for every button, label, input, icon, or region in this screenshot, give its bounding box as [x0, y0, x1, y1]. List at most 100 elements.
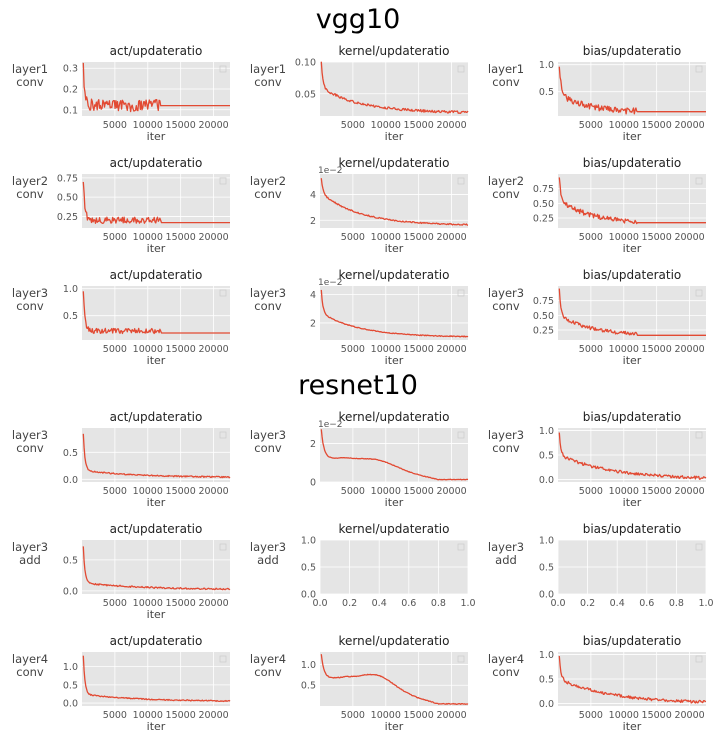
legend-box: [457, 65, 465, 73]
row-label-op: conv: [254, 299, 282, 313]
x-tick-label: 15000: [642, 232, 672, 243]
x-axis-label: iter: [385, 720, 404, 733]
x-tick-label: 10000: [371, 710, 401, 721]
subplot-title: act/updateratio: [110, 410, 203, 424]
section-title-resnet10: resnet10: [298, 370, 418, 401]
x-tick-label: 5000: [341, 710, 365, 721]
row-label-layer: layer4: [250, 652, 286, 666]
x-tick-label: 10000: [609, 710, 639, 721]
subplot-title: kernel/updateratio: [339, 410, 450, 424]
x-tick-label: 5000: [341, 486, 365, 497]
x-axis-label: iter: [147, 130, 166, 143]
x-tick-label: 10000: [133, 120, 163, 131]
x-tick-label: 15000: [404, 710, 434, 721]
y-tick-label: 1.0: [301, 536, 316, 547]
legend-box: [695, 65, 703, 73]
y-tick-label: 4: [310, 290, 316, 301]
series-line: [558, 177, 706, 225]
y-tick-label: 0.5: [539, 675, 554, 686]
subplot-vgg-l3c-bias: 5000 10000 15000 20000 0.25 0.50 0.75 bias/upda…: [488, 268, 706, 367]
x-tick-label: 0.8: [669, 598, 684, 609]
x-tick-label: 20000: [674, 710, 704, 721]
section-title-vgg10: vgg10: [316, 4, 401, 35]
y-offset-label: 1e−2: [318, 278, 343, 288]
plot-area: [320, 652, 468, 706]
legend-box: [219, 655, 227, 663]
y-tick-label: 0.50: [533, 199, 554, 210]
legend-box: [219, 431, 227, 439]
x-axis-label: iter: [623, 354, 642, 367]
row-label-layer: layer2: [488, 174, 524, 188]
subplot-res-l4c-bias: 5000 10000 15000 20000 0.0 0.5 1.0 bias/updater…: [488, 634, 707, 733]
x-tick-label: 0.0: [550, 598, 565, 609]
row-label-layer: layer4: [12, 652, 48, 666]
subplot-grid: 5000 10000 15000 200000.10.20.3act/updatera…: [12, 44, 714, 733]
row-label-op: conv: [16, 75, 44, 89]
x-tick-label: 10000: [371, 232, 401, 243]
subplot-vgg-l2c-kernel: 5000 10000 15000 20000 2 4 kernel/updateratio l…: [250, 156, 469, 255]
subplot-title: act/updateratio: [110, 44, 203, 58]
y-tick-label: 0.0: [539, 699, 554, 710]
x-axis-label: iter: [623, 496, 642, 509]
y-tick-label: 1.0: [63, 662, 78, 673]
row-label-op: conv: [16, 187, 44, 201]
row-label-layer: layer3: [250, 540, 286, 554]
x-tick-label: 5000: [103, 710, 127, 721]
x-tick-label: 15000: [166, 598, 196, 609]
x-axis-label: iter: [385, 496, 404, 509]
legend-box: [219, 177, 227, 185]
y-tick-label: 0.5: [63, 680, 78, 691]
subplot-title: act/updateratio: [110, 268, 203, 282]
y-tick-label: 0.75: [533, 296, 554, 307]
x-tick-label: 0.6: [401, 598, 416, 609]
subplot-vgg-l3c-kernel: 5000 10000 15000 20000 2 4 kernel/updateratio l…: [250, 268, 469, 367]
x-tick-label: 20000: [674, 486, 704, 497]
row-label-op: add: [495, 553, 517, 567]
x-tick-label: 20000: [198, 710, 228, 721]
row-label-layer: layer3: [488, 286, 524, 300]
x-tick-label: 5000: [579, 120, 603, 131]
row-label-layer: layer3: [12, 428, 48, 442]
x-axis-label: iter: [385, 354, 404, 367]
y-tick-label: 0.5: [539, 87, 554, 98]
x-tick-label: 10000: [609, 344, 639, 355]
y-tick-label: 1.0: [301, 660, 316, 671]
x-tick-label: 15000: [166, 486, 196, 497]
x-tick-label: 15000: [642, 486, 672, 497]
y-tick-label: 0.0: [539, 475, 554, 486]
subplot-vgg-l2c-act: 5000 10000 15000 20000 0.25 0.50 0.75 act/updat…: [12, 156, 230, 255]
x-tick-label: 10000: [133, 710, 163, 721]
series-line: [82, 655, 231, 703]
x-tick-label: 20000: [198, 232, 228, 243]
y-tick-label: 2: [310, 216, 316, 227]
row-label-op: conv: [492, 441, 520, 455]
x-tick-label: 10000: [133, 344, 163, 355]
row-label-layer: layer3: [12, 540, 48, 554]
y-tick-label: 0.5: [63, 311, 78, 322]
subplot-title: bias/updateratio: [583, 268, 682, 282]
y-tick-label: 0.50: [57, 193, 78, 204]
subplot-title: act/updateratio: [110, 634, 203, 648]
series-line: [82, 291, 230, 335]
y-offset-label: 1e−2: [318, 166, 343, 176]
x-tick-label: 20000: [436, 486, 466, 497]
subplot-res-l3c-bias: 5000 10000 15000 20000 0.0 0.5 1.0 bias/updater…: [488, 410, 707, 509]
y-tick-label: 0.1: [63, 105, 78, 116]
row-label-op: add: [19, 553, 41, 567]
subplot-title: kernel/updateratio: [339, 268, 450, 282]
series-line: [82, 546, 231, 591]
x-tick-label: 20000: [198, 120, 228, 131]
y-tick-label: 4: [310, 190, 316, 201]
subplot-vgg-l1c-bias: 5000 10000 15000 20000 0.5 1.0 bias/updaterati…: [488, 44, 706, 143]
legend-box: [695, 177, 703, 185]
series-line: [320, 429, 469, 481]
subplot-res-l3c-kernel: 5000 10000 15000 20000 0 2 kernel/updateratio l…: [250, 410, 469, 509]
x-axis-label: iter: [385, 242, 404, 255]
subplot-title: kernel/updateratio: [339, 156, 450, 170]
plot-area: [82, 540, 230, 594]
y-offset-label: 1e−2: [318, 420, 343, 430]
x-tick-label: 20000: [674, 120, 704, 131]
x-tick-label: 10000: [609, 232, 639, 243]
legend-box: [219, 65, 227, 73]
x-tick-label: 20000: [198, 486, 228, 497]
